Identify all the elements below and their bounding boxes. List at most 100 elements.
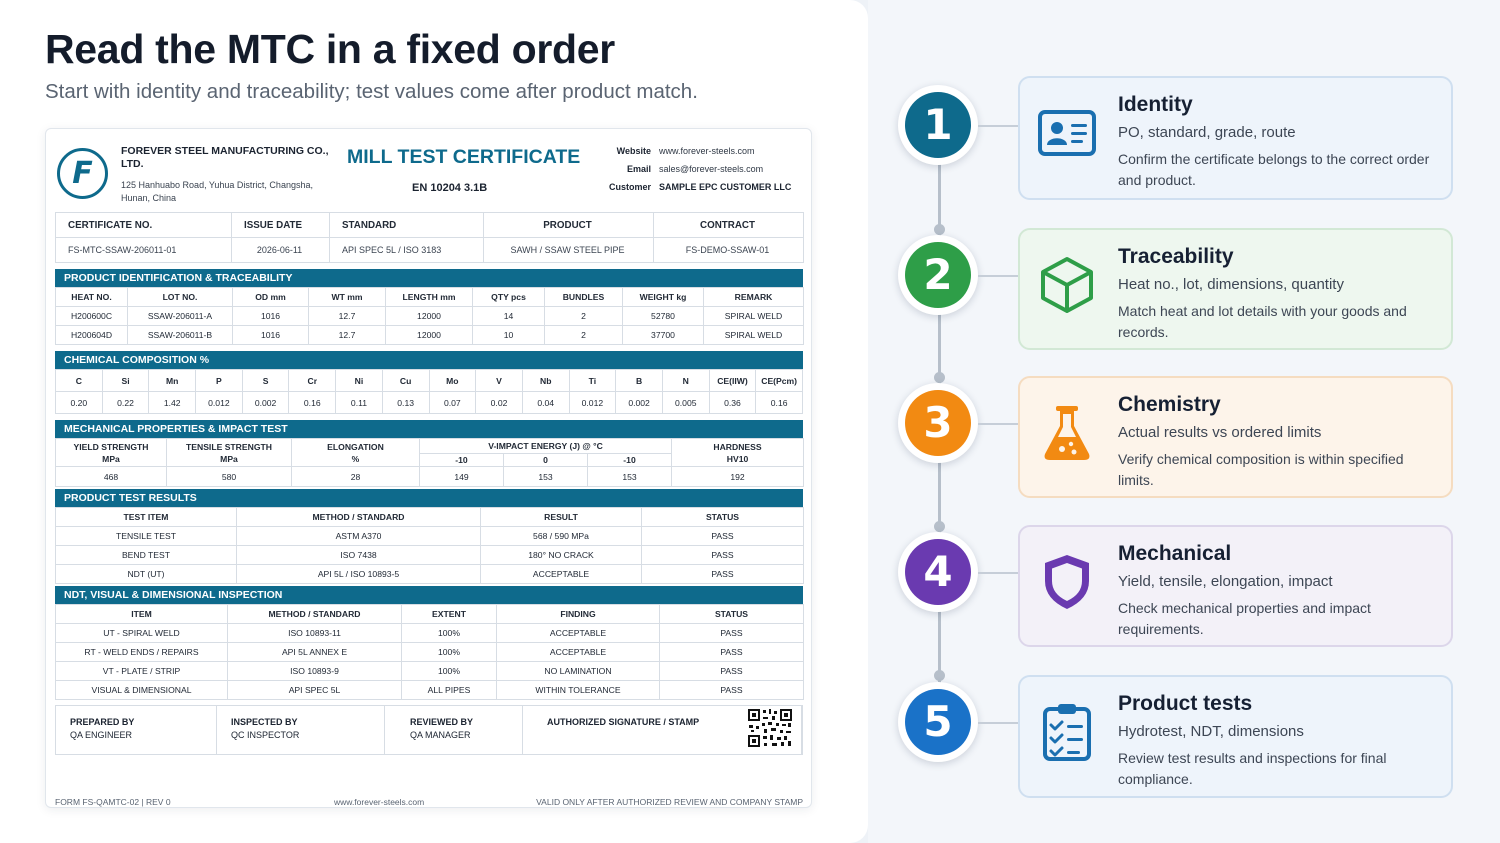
column-header: LOT NO.: [127, 287, 233, 307]
timeline-dot: [934, 670, 945, 681]
table-cell: PASS: [659, 642, 804, 662]
column-header: CE(Pcm): [755, 369, 803, 392]
qr-code-icon: [747, 708, 793, 748]
column-header: S: [241, 369, 290, 392]
table-cell: PASS: [659, 661, 804, 681]
table-header-row: HEAT NO. LOT NO. OD mm WT mm LENGTH mm Q…: [55, 287, 804, 307]
column-header: RESULT: [480, 507, 642, 527]
table-row: VT - PLATE / STRIP ISO 10893-9 100% NO L…: [55, 661, 804, 681]
table-row: BEND TEST ISO 7438 180° NO CRACK PASS: [55, 545, 804, 565]
standard-value: API SPEC 5L / ISO 3183: [329, 237, 484, 263]
table-cell: H200600C: [55, 306, 128, 326]
table-cell: 1.42: [148, 391, 197, 414]
table-cell: SSAW-206011-B: [127, 325, 233, 345]
table-cell: RT - WELD ENDS / REPAIRS: [55, 642, 228, 662]
contact-website: Website www.forever-steels.com: [616, 146, 755, 156]
product-value: SAWH / SSAW STEEL PIPE: [483, 237, 654, 263]
column-header: METHOD / STANDARD: [236, 507, 481, 527]
certificate-no: FS-MTC-SSAW-206011-01: [55, 237, 232, 263]
field-label: CERTIFICATE NO.: [55, 212, 232, 238]
table-cell: 0.20: [55, 391, 103, 414]
column-header: FINDING: [496, 604, 660, 624]
table-cell: 149: [419, 466, 504, 487]
column-header: Si: [101, 369, 150, 392]
mechanical-properties-table: YIELD STRENGTH MPa TENSILE STRENGTH MPa EL…: [55, 438, 805, 487]
table-cell: SSAW-206011-A: [127, 306, 233, 326]
table-cell: UT - SPIRAL WELD: [55, 623, 228, 643]
footer-form: FORM FS-QAMTC-02 | REV 0: [55, 797, 171, 807]
table-cell: ACCEPTABLE: [496, 623, 660, 643]
table-cell: 52780: [622, 306, 704, 326]
box-icon: [1041, 257, 1093, 313]
step-description: Review test results and inspections for …: [1118, 750, 1387, 787]
company-name: FOREVER STEEL MANUFACTURING CO., LTD.: [121, 145, 329, 170]
table-row: VISUAL & DIMENSIONAL API SPEC 5L ALL PIP…: [55, 680, 804, 700]
table-cell: 12.7: [308, 306, 386, 326]
signature-prepared: PREPARED BY QA ENGINEER: [56, 706, 217, 754]
table-cell: 12000: [385, 325, 473, 345]
table-cell: 10: [472, 325, 545, 345]
table-cell: 0.02: [475, 391, 523, 414]
step-description: Confirm the certificate belongs to the c…: [1118, 151, 1430, 188]
step-description: Check mechanical properties and impact r…: [1118, 600, 1371, 637]
table-cell: API SPEC 5L: [227, 680, 402, 700]
table-cell: 12000: [385, 306, 473, 326]
issue-date: 2026-06-11: [231, 237, 330, 263]
step-card-traceability: Traceability Heat no., lot, dimensions, …: [1018, 228, 1453, 350]
column-header: TENSILE STRENGTH MPa: [166, 438, 292, 467]
table-cell: 2: [544, 306, 623, 326]
step-card-chemistry: Chemistry Actual results vs ordered limi…: [1018, 376, 1453, 498]
column-header: Ti: [568, 369, 617, 392]
table-cell: NO LAMINATION: [496, 661, 660, 681]
table-cell: 0.13: [381, 391, 430, 414]
step-2-number: 2: [898, 235, 978, 315]
step-description: Match heat and lot details with your goo…: [1118, 303, 1407, 340]
table-cell: NDT (UT): [55, 564, 237, 584]
table-cell: 0.36: [708, 391, 757, 414]
step-subtitle: Actual results vs ordered limits: [1118, 424, 1322, 441]
certificate-header-table: CERTIFICATE NO. ISSUE DATE STANDARD PROD…: [55, 212, 804, 263]
step-1-number: 1: [898, 85, 978, 165]
table-row: H200600C SSAW-206011-A 1016 12.7 12000 1…: [55, 306, 804, 326]
table-row: RT - WELD ENDS / REPAIRS API 5L ANNEX E …: [55, 642, 804, 662]
certificate-title: MILL TEST CERTIFICATE: [347, 146, 581, 168]
flask-icon: [1044, 406, 1090, 460]
table-cell: 0.07: [428, 391, 477, 414]
page-subtitle: Start with identity and traceability; te…: [45, 80, 698, 103]
table-header-row: YIELD STRENGTH MPa TENSILE STRENGTH MPa EL…: [55, 438, 805, 467]
column-header: METHOD / STANDARD: [227, 604, 402, 624]
column-header: N: [661, 369, 710, 392]
timeline-dot: [934, 521, 945, 532]
table-cell: WITHIN TOLERANCE: [496, 680, 660, 700]
step-card-product-tests: Product tests Hydrotest, NDT, dimensions…: [1018, 675, 1453, 798]
table-cell: ACCEPTABLE: [480, 564, 642, 584]
column-header: C: [55, 369, 103, 392]
column-header: P: [195, 369, 243, 392]
table-cell: PASS: [641, 564, 804, 584]
column-header: -10: [586, 453, 673, 467]
step-subtitle: Yield, tensile, elongation, impact: [1118, 573, 1333, 590]
column-header: WT mm: [308, 287, 386, 307]
table-cell: 1016: [232, 306, 309, 326]
step-description: Verify chemical composition is within sp…: [1118, 451, 1404, 488]
column-header: 0: [503, 453, 588, 467]
column-header: ELONGATION%: [291, 438, 420, 467]
column-header: LENGTH mm: [385, 287, 473, 307]
step-card-identity: Identity PO, standard, grade, route Conf…: [1018, 76, 1453, 200]
table-cell: 0.11: [335, 391, 383, 414]
step-subtitle: Hydrotest, NDT, dimensions: [1118, 723, 1304, 740]
step-connector: [978, 275, 1020, 277]
table-cell: BEND TEST: [55, 545, 237, 565]
ndt-inspection-table: ITEM METHOD / STANDARD EXTENT FINDING ST…: [55, 604, 804, 700]
table-cell: API 5L ANNEX E: [227, 642, 402, 662]
table-cell: PASS: [641, 526, 804, 546]
column-header: V-IMPACT ENERGY (J) @ °C: [418, 438, 673, 454]
step-4-number: 4: [898, 532, 978, 612]
table-cell: 0.04: [521, 391, 570, 414]
table-cell: ALL PIPES: [401, 680, 497, 700]
contact-block: Website www.forever-steels.com Email sales…: [591, 145, 807, 199]
column-header: Cr: [288, 369, 337, 392]
section-product-identification: PRODUCT IDENTIFICATION & TRACEABILITY: [55, 269, 803, 287]
column-header: QTY pcs: [472, 287, 545, 307]
company-logo: F: [57, 148, 108, 199]
